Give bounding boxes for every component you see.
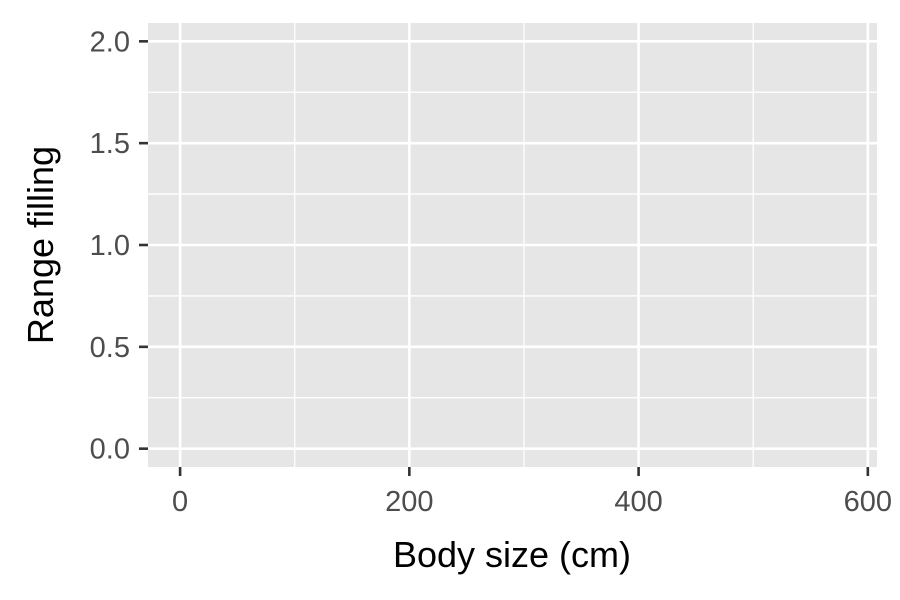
major-gridlines [148, 23, 877, 467]
y-tick-label: 0.5 [90, 332, 130, 364]
x-tick-label: 200 [385, 486, 433, 518]
x-tick-label: 0 [172, 486, 188, 518]
y-tick-label: 2.0 [90, 26, 130, 58]
y-axis-title: Range filling [20, 146, 61, 344]
y-tick-label: 1.5 [90, 128, 130, 160]
y-tick-label: 1.0 [90, 230, 130, 262]
x-axis: 0 200 400 600 [172, 467, 892, 518]
y-tick-label: 0.0 [90, 434, 130, 466]
x-tick-label: 600 [844, 486, 892, 518]
y-axis: 0.0 0.5 1.0 1.5 2.0 [90, 26, 148, 466]
x-tick-label: 400 [614, 486, 662, 518]
x-axis-title: Body size (cm) [393, 534, 631, 575]
